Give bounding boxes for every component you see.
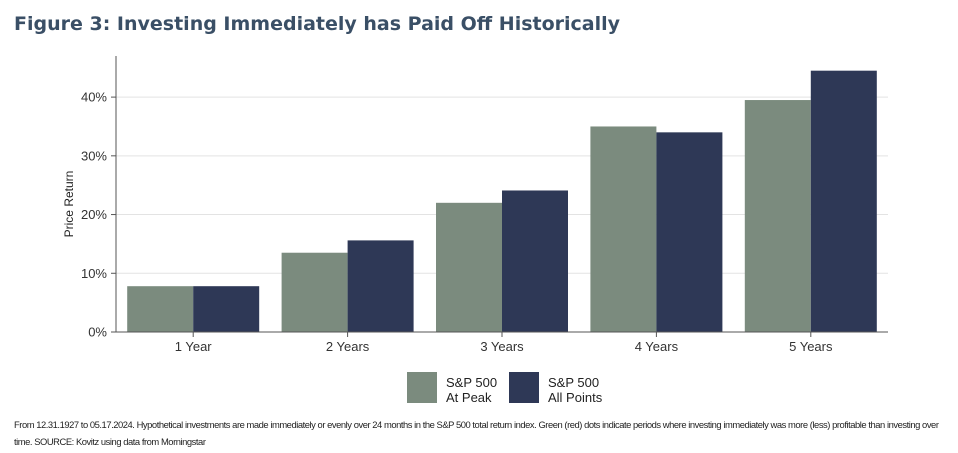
x-tick-label: 2 Years — [326, 339, 370, 354]
legend-swatch — [407, 372, 437, 403]
y-tick-label: 30% — [81, 148, 107, 163]
y-tick-label: 0% — [88, 325, 107, 340]
x-tick-label: 3 Years — [480, 339, 524, 354]
y-tick-label: 20% — [81, 207, 107, 222]
bar-all-points-2 — [347, 240, 414, 332]
y-tick-label: 10% — [81, 266, 107, 281]
footnote: From 12.31.1927 to 05.17.2024. Hypotheti… — [14, 419, 939, 447]
x-tick-label: 5 Years — [789, 339, 833, 354]
y-tick-label: 40% — [81, 90, 107, 105]
bar-all-points-4 — [656, 132, 723, 332]
bar-at-peak-1 — [127, 286, 194, 332]
axes: 0% 10% 20% 30% 40% 1 Year 2 Years 3 Years 4 Year… — [62, 56, 888, 354]
chart-title: Figure 3: Investing Immediately has Paid… — [14, 13, 621, 35]
bars — [127, 70, 877, 333]
bar-at-peak-2 — [281, 252, 348, 332]
legend-swatch — [509, 372, 539, 403]
bar-all-points-3 — [502, 190, 568, 332]
y-axis-label: Price Return — [62, 171, 76, 238]
bar-all-points-1 — [193, 286, 260, 332]
x-tick-label: 1 Year — [175, 339, 213, 354]
x-tick-label: 4 Years — [635, 339, 679, 354]
bar-all-points-5 — [810, 70, 877, 333]
bar-at-peak-4 — [590, 126, 657, 333]
legend-label: S&P 500 All Points — [548, 375, 603, 405]
bar-at-peak-5 — [744, 100, 811, 332]
legend-label: S&P 500 At Peak — [446, 375, 497, 405]
bar-chart: 0% 10% 20% 30% 40% 1 Year 2 Years 3 Years 4 Year… — [62, 56, 888, 405]
legend: S&P 500 At Peak S&P 500 All Points — [407, 372, 603, 405]
bar-at-peak-3 — [436, 202, 502, 332]
